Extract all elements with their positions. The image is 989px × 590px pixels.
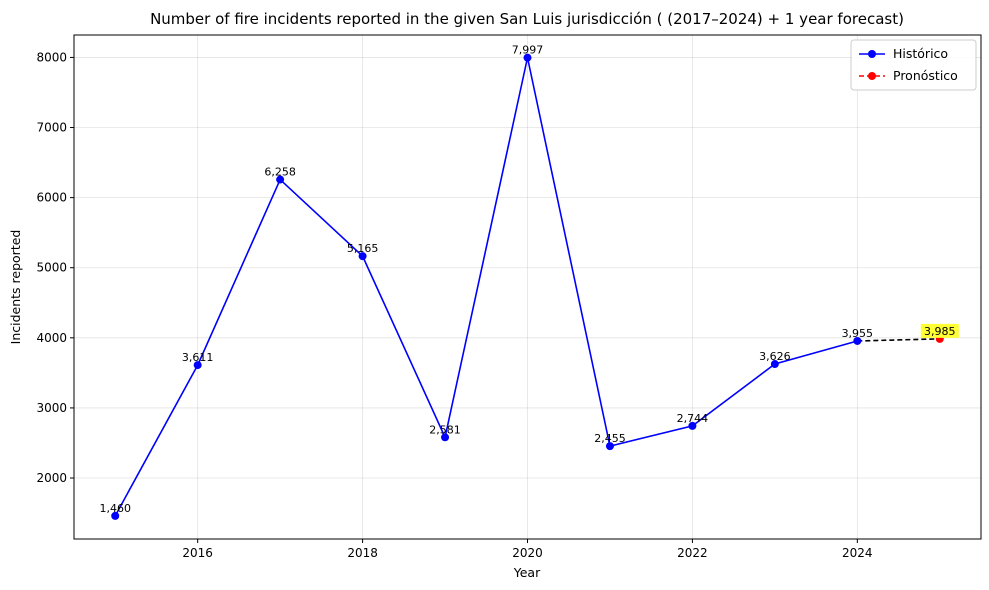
data-label-historico: 3,626 [759,350,791,363]
data-label-historico: 6,258 [264,166,296,179]
data-label-historico: 2,581 [429,423,461,436]
x-tick-label: 2018 [347,546,378,560]
grid [74,35,981,539]
data-label-historico: 2,455 [594,432,626,445]
y-tick-label: 3000 [36,401,67,415]
legend-marker [868,72,876,80]
data-labels: 1,460 3,611 6,258 5,165 2,581 7,997 2,455 2,744… [99,44,959,515]
data-point-historico [276,175,285,184]
x-tick-label: 2016 [182,546,213,560]
y-tick-label: 4000 [36,331,67,345]
y-tick-label: 6000 [36,191,67,205]
data-point-historico [688,421,697,430]
data-point-historico [605,442,614,451]
data-label-pronostico: 3,985 [924,325,956,338]
data-label-historico: 3,611 [182,351,214,364]
y-tick-label: 2000 [36,471,67,485]
data-label-historico: 3,955 [842,327,874,340]
y-tick-label: 7000 [36,121,67,135]
y-tick-label: 8000 [36,50,67,64]
legend-label: Pronóstico [893,68,958,83]
y-tick-label: 5000 [36,261,67,275]
data-point-historico [853,336,862,345]
x-axis: 2016 2018 2020 2022 2024 [182,539,873,560]
data-label-historico: 5,165 [347,242,379,255]
series-layer [111,53,944,520]
data-label-historico: 1,460 [99,502,131,515]
y-axis: 2000 3000 4000 5000 6000 7000 8000 [36,50,74,485]
chart-title: Number of fire incidents reported in the… [150,10,904,28]
x-tick-label: 2022 [677,546,708,560]
legend: Histórico Pronóstico [850,39,977,91]
legend-label: Histórico [893,46,948,61]
forecast-label-highlight [920,323,959,338]
data-point-historico [358,252,367,261]
x-tick-label: 2024 [842,546,873,560]
y-axis-label: Incidents reported [8,230,23,345]
data-point-historico [111,511,120,520]
data-point-historico [770,360,779,369]
series-line-historico [114,57,858,517]
x-axis-label: Year [513,565,541,580]
data-point-historico [193,361,202,370]
data-label-historico: 2,744 [677,412,709,425]
data-point-historico [441,433,450,442]
data-label-historico: 7,997 [512,44,544,57]
legend-box [850,39,977,91]
legend-marker [868,50,876,58]
x-tick-label: 2020 [512,546,543,560]
forecast-connector-line [857,338,940,342]
plot-area [73,34,982,540]
data-point-historico [523,53,532,62]
